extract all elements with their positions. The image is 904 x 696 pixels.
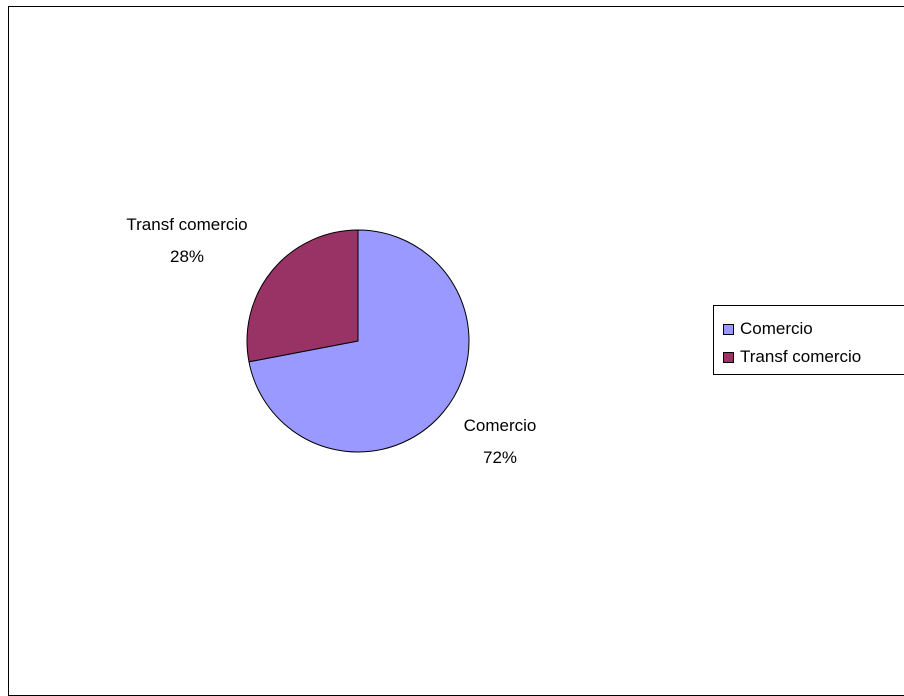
slice-label-transf-comercio-name: Transf comercio — [126, 215, 247, 234]
legend-swatch-comercio — [723, 323, 734, 335]
legend: Comercio Transf comercio — [713, 305, 904, 375]
pie-slice-comercio — [248, 229, 470, 453]
legend-label-transf-comercio: Transf comercio — [740, 347, 862, 366]
pie-labels: Comercio 72% Transf comercio 28% — [126, 215, 536, 467]
slice-label-comercio-name: Comercio — [464, 416, 537, 435]
pie-slices — [246, 229, 470, 453]
pie-slice-transf-comercio — [246, 229, 359, 363]
pie-chart: Comercio 72% Transf comercio 28% — [126, 215, 536, 467]
legend-item-transf-comercio: Transf comercio — [723, 346, 861, 368]
legend-swatch-transf-comercio — [723, 351, 734, 363]
legend-label-comercio: Comercio — [740, 319, 813, 338]
slice-label-transf-comercio-percent: 28% — [170, 247, 204, 266]
legend-item-comercio: Comercio — [723, 318, 813, 340]
slice-label-comercio-percent: 72% — [483, 448, 517, 467]
